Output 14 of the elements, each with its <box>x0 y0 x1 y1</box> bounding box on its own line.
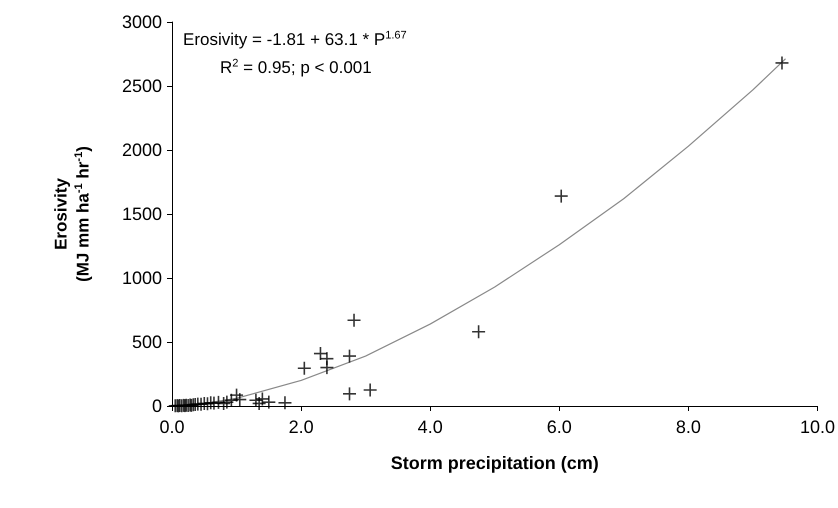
y-tick-label: 2500 <box>122 76 162 96</box>
y-tick-label: 500 <box>132 332 162 352</box>
y-tick-label: 2000 <box>122 140 162 160</box>
y-tick-label: 3000 <box>122 12 162 32</box>
x-tick-label: 4.0 <box>418 417 443 437</box>
y-tick-label: 1000 <box>122 268 162 288</box>
x-tick-label: 0.0 <box>159 417 185 437</box>
x-axis-title: Storm precipitation (cm) <box>390 453 599 473</box>
x-tick-label: 8.0 <box>676 417 701 437</box>
x-tick-label: 6.0 <box>546 417 572 437</box>
y-tick-label: 1500 <box>122 204 162 224</box>
y-tick-label: 0 <box>152 396 162 416</box>
x-tick-label: 10.0 <box>800 417 836 437</box>
x-tick-label: 2.0 <box>288 417 314 437</box>
